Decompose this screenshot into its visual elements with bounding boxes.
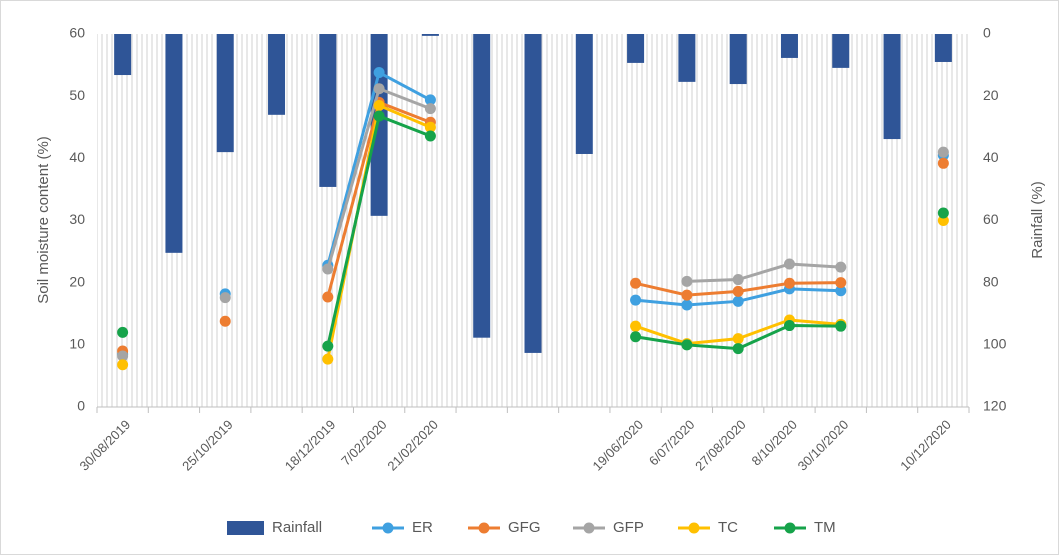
marker	[373, 99, 385, 111]
marker	[835, 261, 847, 273]
marker	[373, 110, 385, 122]
y2-tick-label: 100	[983, 336, 1007, 352]
marker	[732, 274, 744, 286]
y-tick-label: 0	[77, 398, 85, 414]
marker	[424, 103, 436, 115]
legend-marker	[688, 522, 700, 534]
marker	[219, 315, 231, 327]
marker	[424, 121, 436, 133]
y2-tick-label: 80	[983, 273, 999, 289]
bar	[370, 34, 388, 216]
marker	[424, 94, 436, 106]
bar	[678, 34, 696, 82]
legend-marker	[382, 522, 394, 534]
marker	[732, 343, 744, 355]
legend-label: ER	[412, 519, 433, 536]
y2-tick-label: 40	[983, 149, 999, 165]
bar	[883, 34, 901, 140]
marker	[117, 359, 129, 371]
marker	[937, 146, 949, 158]
bar	[575, 34, 593, 154]
legend-marker	[583, 522, 595, 534]
marker	[835, 285, 847, 297]
y2-tick-label: 0	[983, 25, 991, 41]
legend-label: GFG	[508, 519, 541, 536]
marker	[117, 350, 129, 362]
y-tick-label: 40	[69, 149, 85, 165]
bar	[473, 34, 491, 338]
marker	[681, 275, 693, 287]
marker	[219, 292, 231, 304]
marker	[937, 207, 949, 219]
bar	[627, 34, 645, 63]
y-axis-title: Soil moisture content (%)	[35, 136, 52, 304]
bar	[729, 34, 747, 85]
legend-label: TC	[718, 519, 738, 536]
marker	[322, 263, 334, 275]
legend-label: GFP	[613, 519, 644, 536]
y-tick-label: 60	[69, 25, 85, 41]
bar	[268, 34, 286, 115]
bar	[216, 34, 234, 153]
y-tick-label: 10	[69, 336, 85, 352]
marker	[322, 291, 334, 303]
legend-label: Rainfall	[272, 519, 322, 536]
marker	[732, 333, 744, 345]
bar	[934, 34, 952, 62]
legend-marker	[478, 522, 490, 534]
bar	[524, 34, 542, 353]
marker	[732, 285, 744, 297]
bar	[832, 34, 850, 68]
marker	[937, 157, 949, 169]
marker	[783, 277, 795, 289]
y-tick-label: 20	[69, 273, 85, 289]
marker	[630, 294, 642, 306]
legend-swatch	[227, 521, 264, 535]
marker	[681, 299, 693, 311]
y2-tick-label: 60	[983, 211, 999, 227]
marker	[732, 295, 744, 307]
marker	[424, 130, 436, 142]
marker	[373, 67, 385, 79]
marker	[783, 320, 795, 332]
y2-tick-label: 120	[983, 398, 1007, 414]
marker	[322, 340, 334, 352]
marker	[630, 331, 642, 343]
marker	[783, 258, 795, 270]
marker	[835, 320, 847, 332]
marker	[117, 326, 129, 338]
bar	[780, 34, 798, 58]
y-tick-label: 30	[69, 211, 85, 227]
bar	[114, 34, 132, 76]
y-tick-label: 50	[69, 87, 85, 103]
legend-label: TM	[814, 519, 836, 536]
marker	[373, 83, 385, 95]
legend-marker	[784, 522, 796, 534]
marker	[835, 277, 847, 289]
marker	[681, 339, 693, 351]
y2-axis-title: Rainfall (%)	[1029, 181, 1046, 259]
y2-tick-label: 20	[983, 87, 999, 103]
bar	[319, 34, 337, 187]
bar	[421, 34, 439, 36]
marker	[322, 353, 334, 365]
line	[686, 262, 841, 283]
bar	[165, 34, 183, 253]
marker	[630, 277, 642, 289]
marker	[630, 320, 642, 332]
marker	[681, 289, 693, 301]
